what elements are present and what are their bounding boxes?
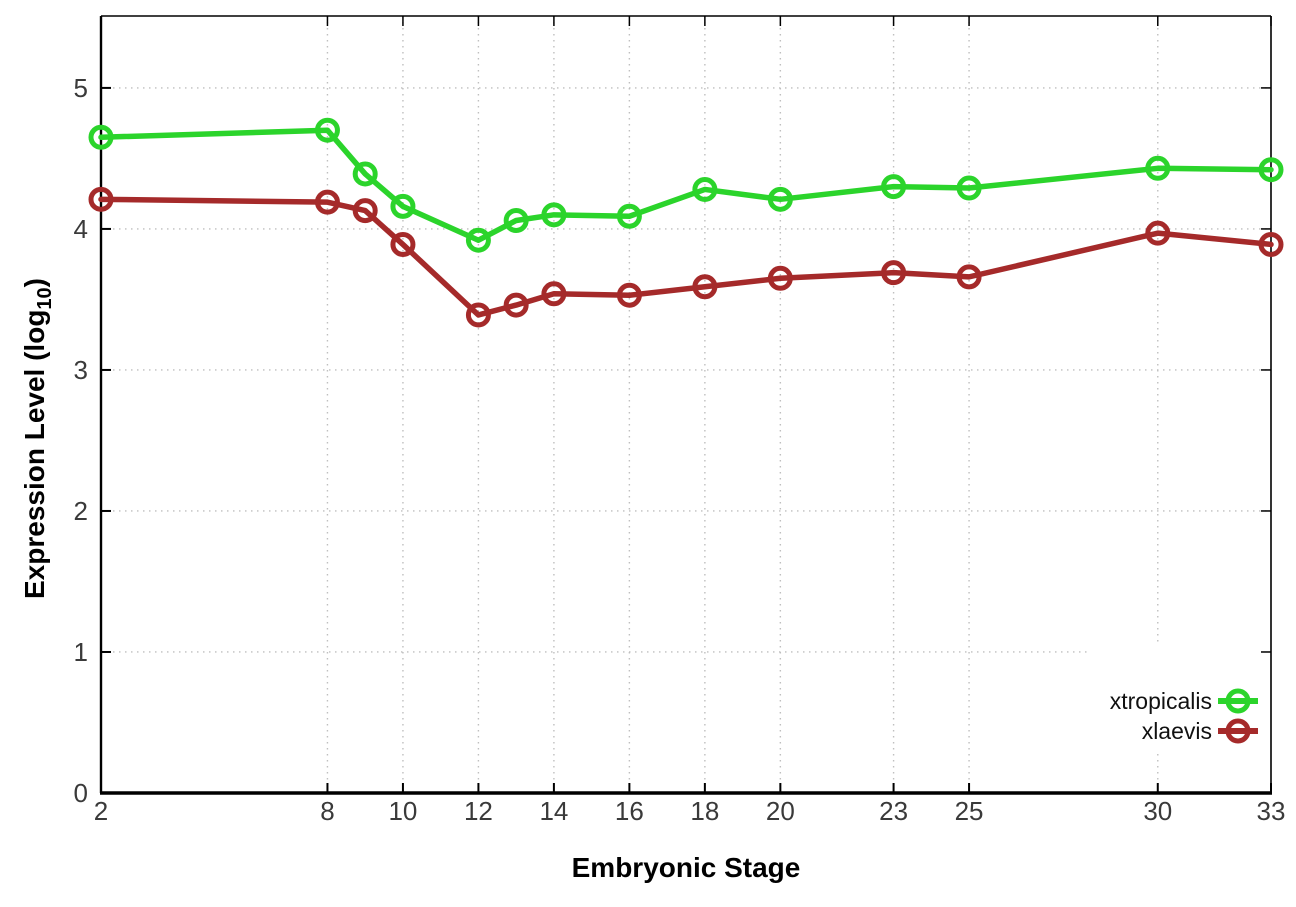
data-point-xlaevis bbox=[881, 260, 907, 286]
data-point-xtropicalis bbox=[881, 174, 907, 200]
legend-marker-xtropicalis bbox=[1225, 688, 1251, 714]
data-point-xlaevis bbox=[692, 274, 718, 300]
data-point-xtropicalis bbox=[503, 207, 529, 233]
x-axis-title: Embryonic Stage bbox=[572, 852, 801, 883]
data-point-xtropicalis bbox=[314, 117, 340, 143]
y-tick-label: 3 bbox=[74, 355, 88, 385]
x-tick-label: 30 bbox=[1143, 796, 1172, 826]
data-point-xlaevis bbox=[88, 186, 114, 212]
data-point-xtropicalis bbox=[616, 203, 642, 229]
y-tick-label: 5 bbox=[74, 73, 88, 103]
data-point-xlaevis bbox=[465, 302, 491, 328]
x-tick-label: 14 bbox=[539, 796, 568, 826]
data-point-xtropicalis bbox=[692, 176, 718, 202]
data-point-xtropicalis bbox=[465, 227, 491, 253]
x-tick-label: 33 bbox=[1257, 796, 1286, 826]
x-tick-label: 8 bbox=[320, 796, 334, 826]
data-point-xlaevis bbox=[390, 231, 416, 257]
y-tick-label: 1 bbox=[74, 637, 88, 667]
data-point-xtropicalis bbox=[88, 124, 114, 150]
data-point-xlaevis bbox=[1145, 220, 1171, 246]
x-tick-label: 12 bbox=[464, 796, 493, 826]
x-tick-label: 20 bbox=[766, 796, 795, 826]
x-tick-label: 18 bbox=[690, 796, 719, 826]
data-point-xlaevis bbox=[352, 198, 378, 224]
data-point-xlaevis bbox=[956, 264, 982, 290]
data-point-xlaevis bbox=[616, 282, 642, 308]
data-point-xtropicalis bbox=[1258, 157, 1284, 183]
legend-label-xlaevis: xlaevis bbox=[1142, 718, 1212, 744]
data-point-xlaevis bbox=[503, 292, 529, 318]
data-point-xtropicalis bbox=[352, 161, 378, 187]
data-point-xlaevis bbox=[767, 265, 793, 291]
x-tick-label: 25 bbox=[955, 796, 984, 826]
y-tick-label: 0 bbox=[74, 778, 88, 808]
y-axis-title: Expression Level (log10) bbox=[19, 278, 56, 599]
legend-label-xtropicalis: xtropicalis bbox=[1110, 688, 1212, 714]
legend-marker-xlaevis bbox=[1225, 718, 1251, 744]
data-point-xtropicalis bbox=[956, 175, 982, 201]
data-point-xtropicalis bbox=[1145, 155, 1171, 181]
data-point-xtropicalis bbox=[767, 186, 793, 212]
data-point-xlaevis bbox=[1258, 231, 1284, 257]
y-tick-label: 4 bbox=[74, 214, 88, 244]
x-tick-label: 16 bbox=[615, 796, 644, 826]
x-tick-label: 2 bbox=[94, 796, 108, 826]
data-point-xlaevis bbox=[314, 189, 340, 215]
x-tick-label: 10 bbox=[388, 796, 417, 826]
x-tick-label: 23 bbox=[879, 796, 908, 826]
data-point-xlaevis bbox=[541, 281, 567, 307]
data-point-xtropicalis bbox=[541, 202, 567, 228]
data-point-xtropicalis bbox=[390, 193, 416, 219]
y-tick-label: 2 bbox=[74, 496, 88, 526]
